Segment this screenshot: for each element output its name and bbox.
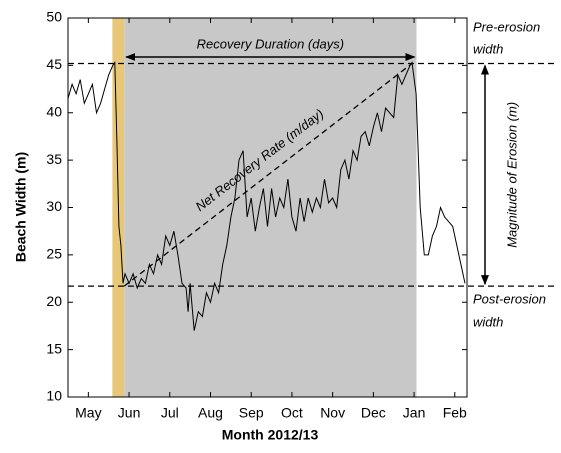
annotation: Magnitude of Erosion (m) — [504, 102, 519, 248]
x-tick-label: Aug — [198, 405, 223, 421]
plot-frame — [67, 17, 468, 398]
y-axis-title: Beach Width (m) — [13, 152, 29, 262]
y-tick-label: 25 — [46, 246, 62, 262]
x-tick-label: Dec — [361, 405, 386, 421]
y-tick-label: 50 — [46, 9, 62, 25]
annotation: Pre-erosion — [473, 19, 540, 34]
x-tick-label: Oct — [281, 405, 303, 421]
y-tick-label: 30 — [46, 198, 62, 214]
x-tick-label: Jan — [403, 405, 426, 421]
y-tick-label: 45 — [46, 56, 62, 72]
trend-line — [123, 62, 413, 287]
series-line — [67, 60, 466, 331]
y-tick-label: 10 — [46, 388, 62, 404]
x-tick-label: Jun — [118, 405, 141, 421]
x-tick-label: Nov — [320, 405, 345, 421]
y-tick-label: 20 — [46, 293, 62, 309]
y-tick-label: 15 — [46, 340, 62, 356]
x-tick-label: Jul — [161, 405, 179, 421]
y-tick-label: 40 — [46, 103, 62, 119]
shaded-region — [124, 18, 417, 397]
annotation: width — [473, 41, 503, 56]
x-tick-label: Feb — [443, 405, 467, 421]
annotation: width — [473, 314, 503, 329]
y-tick-label: 35 — [46, 151, 62, 167]
annotation: Post-erosion — [473, 291, 546, 306]
x-axis-title: Month 2012/13 — [222, 427, 319, 443]
x-tick-label: Sep — [239, 405, 264, 421]
x-tick-label: May — [75, 405, 101, 421]
annotation: Recovery Duration (days) — [197, 36, 344, 51]
